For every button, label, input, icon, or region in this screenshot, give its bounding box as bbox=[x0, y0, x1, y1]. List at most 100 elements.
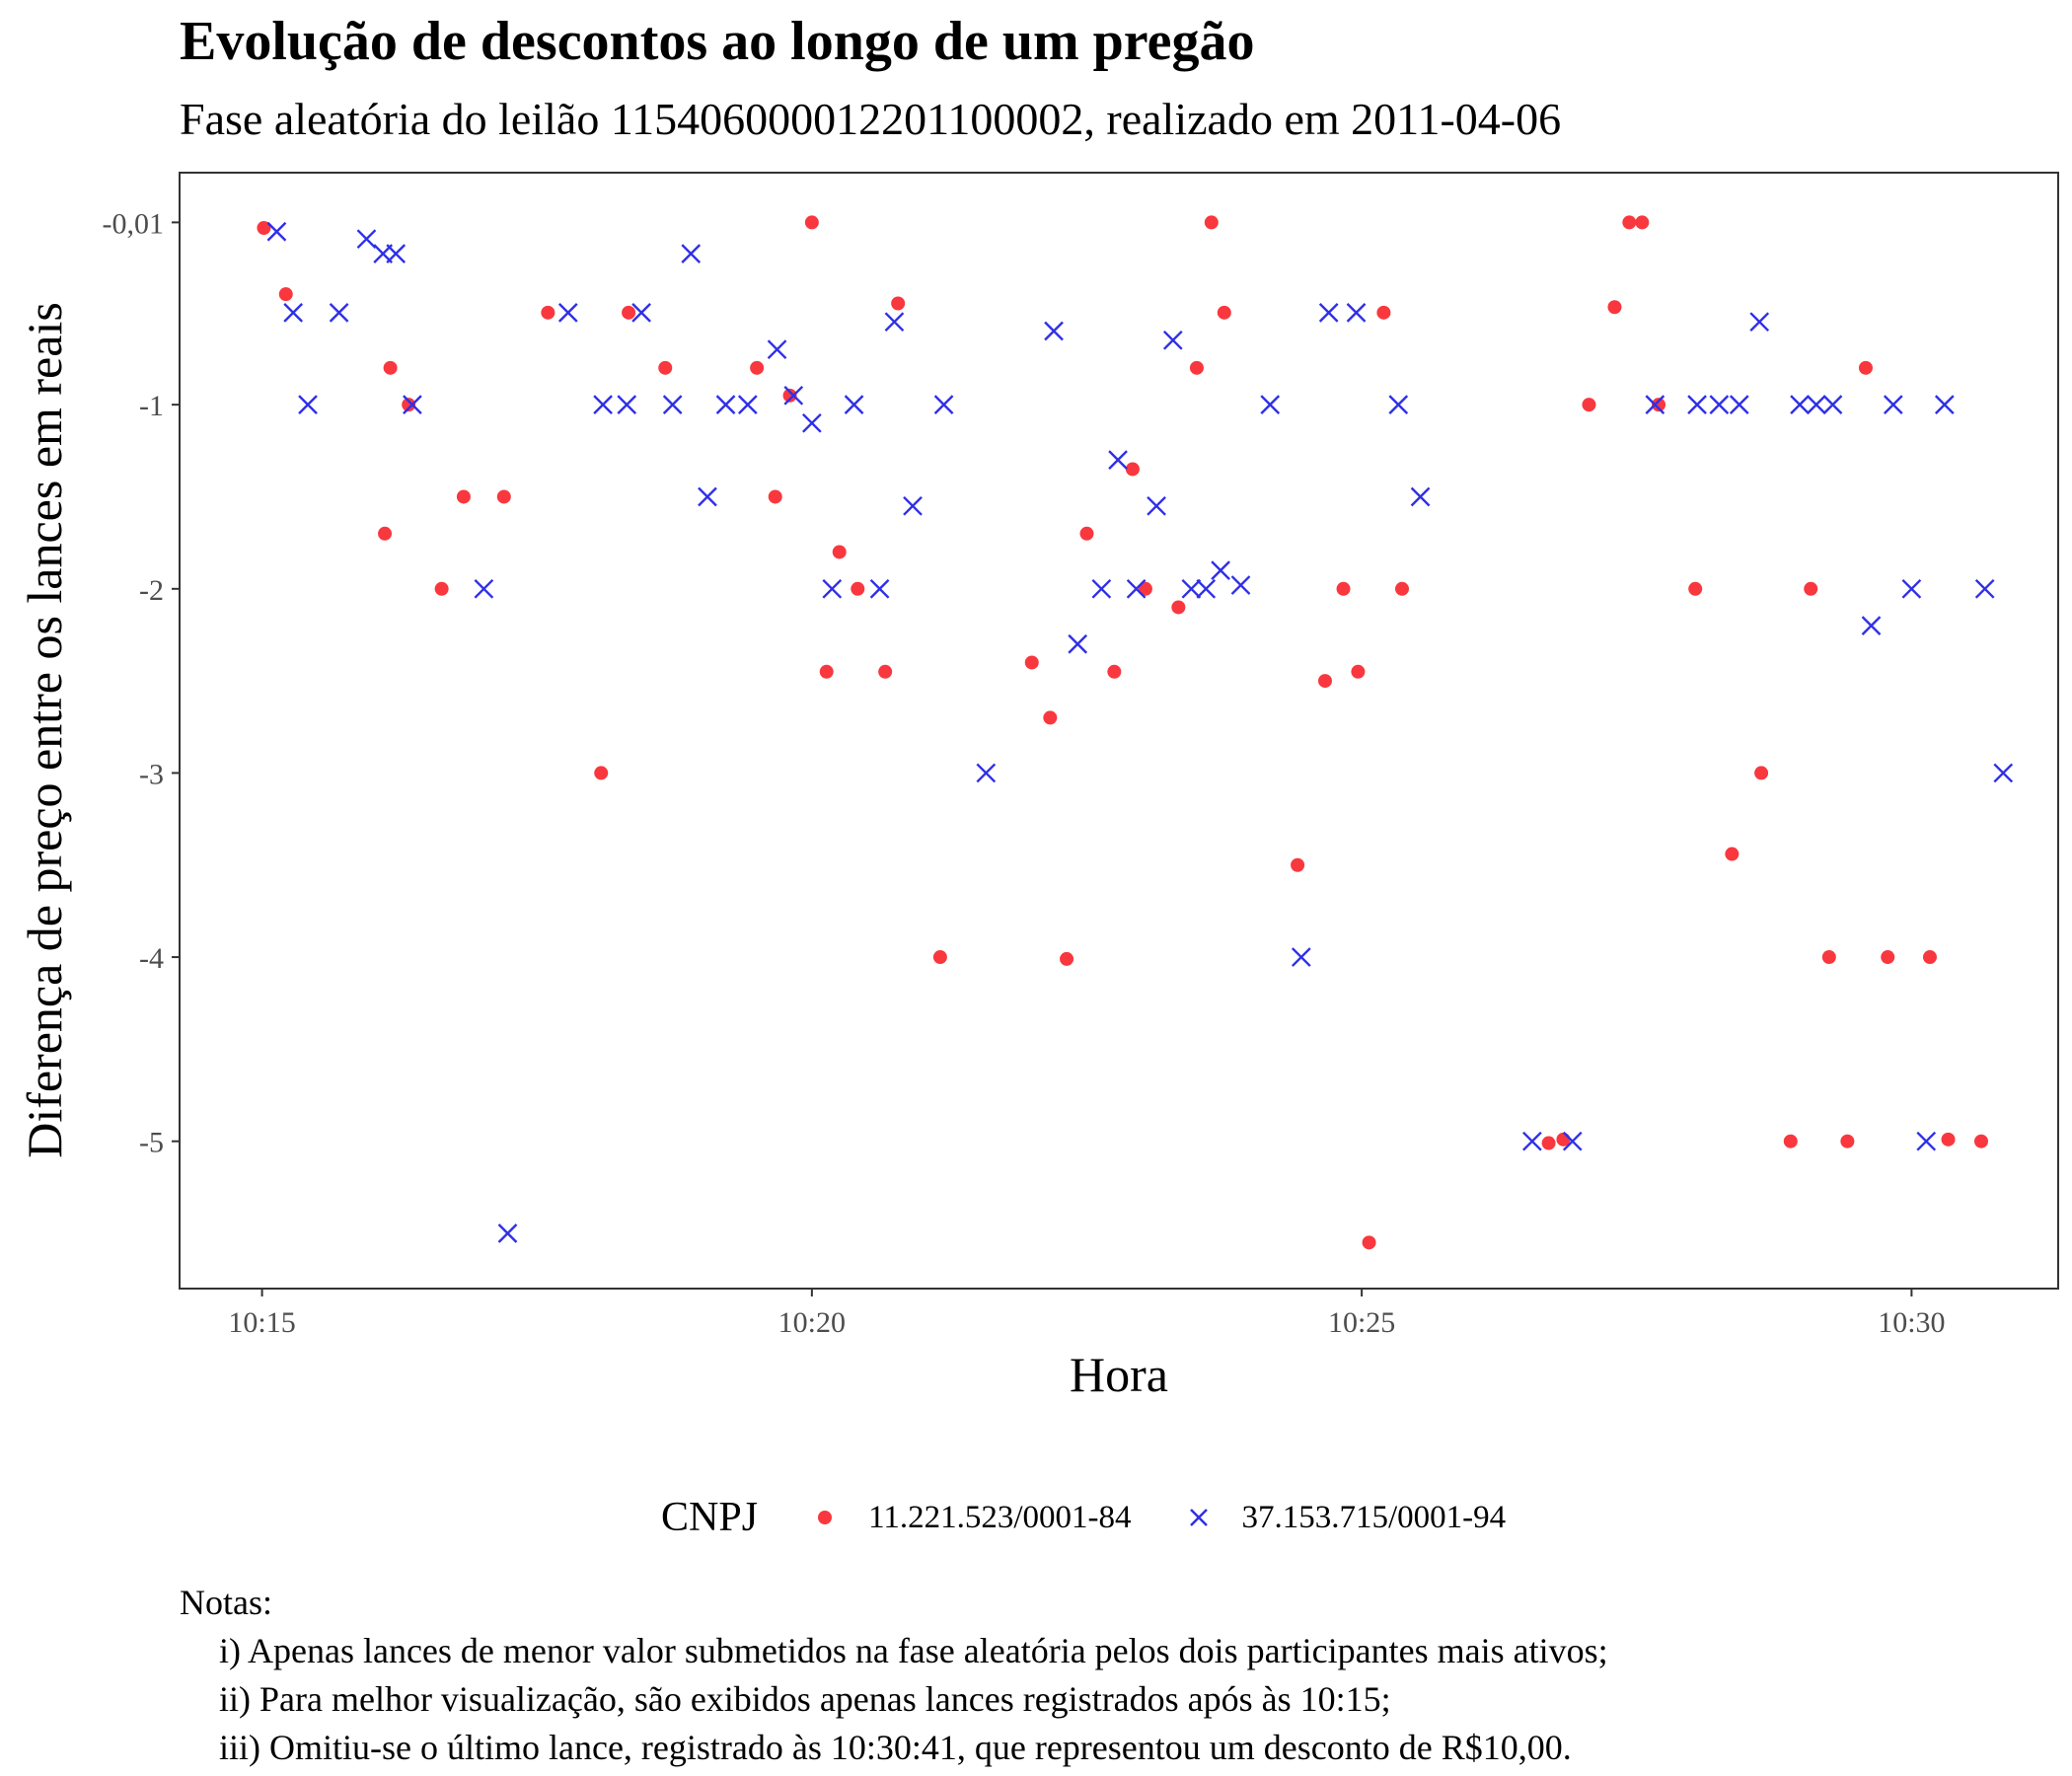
point-series-1 bbox=[1204, 215, 1219, 230]
point-series-2 bbox=[631, 302, 651, 323]
y-tick-label: -0,01 bbox=[103, 207, 165, 240]
point-series-2 bbox=[1749, 312, 1770, 333]
point-series-1 bbox=[1060, 951, 1074, 966]
point-series-1 bbox=[878, 664, 893, 679]
point-series-1 bbox=[1125, 462, 1140, 477]
y-tick-label: -5 bbox=[139, 1127, 164, 1159]
point-series-1 bbox=[658, 360, 673, 375]
point-series-2 bbox=[1108, 450, 1128, 470]
chart-title: Evolução de descontos ao longo de um pre… bbox=[180, 11, 1255, 72]
point-series-1 bbox=[1804, 581, 1818, 596]
point-series-1 bbox=[1607, 300, 1622, 315]
y-tick-label: -4 bbox=[139, 942, 164, 975]
point-series-1 bbox=[1783, 1134, 1798, 1148]
point-series-1 bbox=[541, 305, 555, 320]
data-points bbox=[257, 215, 2014, 1250]
point-series-1 bbox=[1376, 305, 1391, 320]
point-series-1 bbox=[1821, 950, 1836, 965]
point-series-2 bbox=[1318, 302, 1339, 323]
point-series-1 bbox=[1840, 1134, 1855, 1148]
point-series-2 bbox=[1709, 395, 1730, 415]
point-series-1 bbox=[402, 398, 416, 412]
point-series-1 bbox=[1858, 360, 1873, 375]
point-series-2 bbox=[1388, 395, 1409, 415]
point-series-2 bbox=[1291, 947, 1311, 967]
point-series-1 bbox=[1317, 674, 1332, 689]
point-series-2 bbox=[933, 395, 954, 415]
point-series-1 bbox=[1973, 1134, 1988, 1148]
point-series-1 bbox=[1541, 1136, 1556, 1150]
point-series-2 bbox=[283, 302, 304, 323]
point-series-1 bbox=[1652, 398, 1666, 412]
point-series-2 bbox=[1729, 395, 1749, 415]
point-series-1 bbox=[383, 360, 398, 375]
point-series-2 bbox=[903, 495, 923, 516]
point-series-2 bbox=[844, 395, 864, 415]
point-series-2 bbox=[1993, 763, 2014, 783]
point-series-1 bbox=[1024, 655, 1039, 670]
x-axis-label: Hora bbox=[1070, 1347, 1168, 1402]
x-tick-label: 10:15 bbox=[228, 1306, 295, 1339]
point-series-1 bbox=[456, 489, 471, 504]
legend-circle-marker bbox=[818, 1511, 833, 1524]
point-series-2 bbox=[298, 395, 318, 415]
point-series-2 bbox=[681, 244, 702, 263]
point-series-2 bbox=[557, 302, 578, 323]
point-series-1 bbox=[1217, 305, 1231, 320]
point-series-2 bbox=[266, 221, 287, 242]
x-tick-label: 10:20 bbox=[778, 1306, 846, 1339]
plot-panel bbox=[179, 172, 2059, 1290]
point-series-1 bbox=[1362, 1235, 1376, 1250]
point-series-1 bbox=[257, 220, 271, 235]
legend: CNPJ 11.221.523/0001-84 37.153.715/0001-… bbox=[661, 1488, 1553, 1547]
point-series-1 bbox=[1622, 215, 1637, 230]
point-series-1 bbox=[1635, 215, 1650, 230]
note-line: iii) Omitiu-se o último lance, registrad… bbox=[219, 1728, 1572, 1767]
point-series-2 bbox=[617, 395, 637, 415]
point-series-1 bbox=[1582, 398, 1596, 412]
point-series-1 bbox=[278, 287, 293, 302]
point-series-2 bbox=[1916, 1131, 1937, 1151]
point-series-2 bbox=[356, 229, 377, 250]
point-series-1 bbox=[768, 489, 782, 504]
point-series-1 bbox=[1351, 664, 1366, 679]
point-series-1 bbox=[1189, 360, 1204, 375]
point-series-2 bbox=[1126, 578, 1147, 599]
point-series-1 bbox=[1079, 526, 1094, 541]
point-series-2 bbox=[1196, 578, 1217, 599]
point-series-2 bbox=[715, 395, 736, 415]
point-series-1 bbox=[832, 545, 847, 559]
scatter-plot: -0,01 -1 -2 -3 -4 -5 10:15 10:20 10:25 10:30 Hor… bbox=[17, 172, 2059, 1402]
point-series-1 bbox=[804, 215, 819, 230]
point-series-1 bbox=[782, 388, 797, 403]
point-series-1 bbox=[1725, 847, 1739, 861]
point-series-1 bbox=[1941, 1132, 1956, 1147]
point-series-1 bbox=[1107, 664, 1122, 679]
point-series-2 bbox=[1645, 395, 1665, 415]
x-tick-label: 10:25 bbox=[1328, 1306, 1395, 1339]
legend-label: 11.221.523/0001-84 bbox=[868, 1499, 1132, 1535]
y-tick-label: -2 bbox=[139, 574, 164, 607]
point-series-2 bbox=[1211, 560, 1230, 580]
legend-title: CNPJ bbox=[661, 1495, 759, 1540]
point-series-2 bbox=[767, 339, 787, 360]
point-series-2 bbox=[1230, 575, 1251, 595]
point-series-2 bbox=[1091, 578, 1112, 599]
point-series-2 bbox=[1687, 395, 1707, 415]
point-series-2 bbox=[1162, 330, 1183, 350]
point-series-2 bbox=[822, 578, 843, 599]
point-series-1 bbox=[594, 766, 609, 780]
point-series-2 bbox=[497, 1223, 518, 1243]
y-axis: -0,01 -1 -2 -3 -4 -5 bbox=[103, 207, 180, 1159]
point-series-2 bbox=[1044, 321, 1064, 341]
point-series-1 bbox=[1881, 950, 1895, 965]
point-series-2 bbox=[1790, 395, 1810, 415]
point-series-1 bbox=[434, 581, 449, 596]
point-series-2 bbox=[869, 578, 890, 599]
point-series-2 bbox=[1068, 633, 1088, 654]
point-series-2 bbox=[1562, 1131, 1583, 1151]
point-series-2 bbox=[1883, 395, 1903, 415]
chart-subtitle: Fase aleatória do leilão 115406000012201… bbox=[180, 94, 1562, 144]
point-series-2 bbox=[1806, 395, 1826, 415]
note-line: i) Apenas lances de menor valor submetid… bbox=[219, 1631, 1608, 1670]
